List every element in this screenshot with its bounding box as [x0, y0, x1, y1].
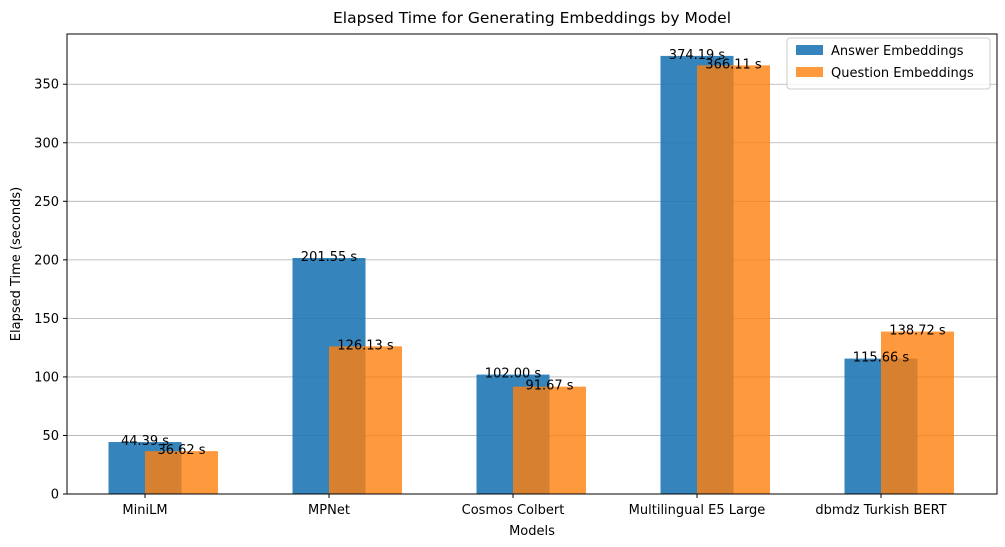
x-axis-title: Models [509, 524, 555, 539]
data-label-question: 36.62 s [157, 443, 205, 458]
data-label-answer: 115.66 s [853, 351, 910, 366]
data-label-answer: 102.00 s [485, 367, 542, 382]
y-tick-label: 200 [34, 253, 59, 268]
legend-swatch-answer [796, 45, 823, 55]
x-tick-label: Cosmos Colbert [462, 503, 565, 518]
x-tick-label: dbmdz Turkish BERT [815, 503, 946, 518]
data-label-question: 91.67 s [525, 379, 573, 394]
x-tick-label: Multilingual E5 Large [629, 503, 766, 518]
bar-question [329, 346, 402, 494]
x-axis: MiniLM MPNet Cosmos Colbert Multilingual E5… [122, 494, 947, 518]
y-tick-label: 150 [34, 312, 59, 327]
bar-question [697, 65, 770, 494]
plot-frame [66, 33, 998, 495]
legend-label-question: Question Embeddings [831, 66, 974, 81]
data-labels-layer: 44.39 s36.62 s 201.55 s 126.13 s 102.00 s91… [121, 48, 946, 458]
data-label-answer: 44.39 s [121, 434, 169, 449]
data-label-question: 138.72 s [889, 324, 946, 339]
y-tick-label: 100 [34, 370, 59, 385]
data-label-question: 366.11 s [705, 57, 762, 72]
chart-title: Elapsed Time for Generating Embeddings b… [333, 9, 731, 27]
y-axis: 0 50 100 150 200 250 300 350 [34, 78, 67, 503]
data-label-answer: 374.19 s [669, 48, 726, 63]
y-tick-label: 0 [51, 488, 59, 503]
bar-question [513, 386, 586, 494]
y-tick-label: 50 [42, 429, 59, 444]
y-tick-label: 250 [34, 195, 59, 210]
bar-question [145, 451, 218, 494]
legend-box [786, 37, 991, 90]
bar-question [881, 331, 954, 494]
legend-label-answer: Answer Embeddings [831, 44, 964, 59]
y-tick-label: 300 [34, 136, 59, 151]
grid-layer [67, 83, 997, 436]
x-tick-label: MiniLM [122, 503, 167, 518]
y-axis-title: Elapsed Time (seconds) [9, 187, 24, 341]
data-label-question: 126.13 s [337, 338, 394, 353]
legend-swatch-question [796, 67, 823, 77]
legend: Answer Embeddings Question Embeddings [786, 37, 991, 90]
y-tick-label: 350 [34, 78, 59, 93]
data-label-answer: 201.55 s [301, 250, 358, 265]
bars-layer [108, 55, 954, 494]
x-tick-label: MPNet [308, 503, 350, 518]
